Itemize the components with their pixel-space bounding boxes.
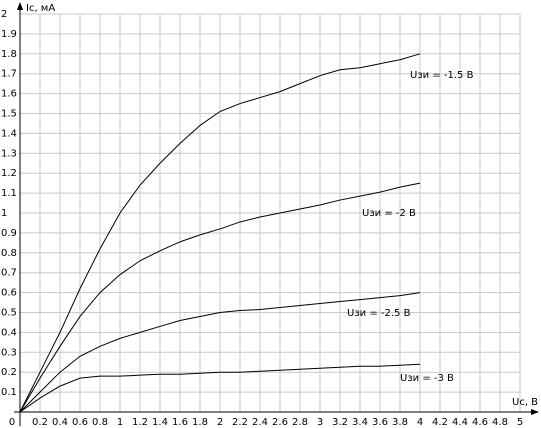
y-tick-label: 1.5 <box>1 109 17 120</box>
y-tick-label: 0.8 <box>1 248 17 259</box>
y-tick-label: 0.7 <box>1 268 17 279</box>
y-arrow <box>17 2 23 10</box>
x-tick-label: 0 <box>9 417 15 428</box>
series-label: Uзи = -2.5 B <box>347 308 411 319</box>
y-tick-label: 0.5 <box>1 308 17 319</box>
series-line <box>19 182 421 413</box>
series-label: Uзи = -3 B <box>400 373 454 384</box>
x-tick-label: 2 <box>217 417 223 428</box>
y-tick-label: 0.2 <box>1 367 17 378</box>
y-tick-label: 1.1 <box>1 188 17 199</box>
y-axis-label: Ic, мА <box>26 3 55 14</box>
y-tick-label: 0.9 <box>1 228 17 239</box>
x-tick-label: 2.8 <box>292 417 308 428</box>
series-label: Uзи = -2 B <box>362 208 416 219</box>
y-tick-label: 1.6 <box>1 89 17 100</box>
y-tick-label: 1.9 <box>1 29 17 40</box>
y-tick-label: 1.4 <box>1 128 17 139</box>
x-tick-label: 3.4 <box>352 417 368 428</box>
series-line <box>19 363 421 413</box>
series-line <box>19 53 421 413</box>
x-tick-label: 3.2 <box>332 417 348 428</box>
x-tick-label: 0.6 <box>72 417 88 428</box>
x-tick-label: 4 <box>417 417 423 428</box>
y-tick-label: 1.3 <box>1 148 17 159</box>
y-tick-label: 0.4 <box>1 327 17 338</box>
x-tick-label: 1.2 <box>132 417 148 428</box>
series-label: Uзи = -1.5 B <box>410 70 474 81</box>
x-tick-label: 1 <box>117 417 123 428</box>
x-tick-label: 1.6 <box>172 417 188 428</box>
series-line <box>19 292 421 413</box>
x-tick-label: 2.2 <box>232 417 248 428</box>
x-tick-label: 4.8 <box>492 417 508 428</box>
y-tick-label: 1.2 <box>1 168 17 179</box>
x-tick-label: 4.2 <box>432 417 448 428</box>
y-tick-label: 2 <box>1 9 7 20</box>
x-tick-label: 2.6 <box>272 417 288 428</box>
y-tick-label: 1 <box>1 208 7 219</box>
x-axis-label: Uc, B <box>512 397 538 408</box>
y-tick-label: 0.1 <box>1 387 17 398</box>
x-tick-label: 1.4 <box>152 417 168 428</box>
x-tick-label: 0.8 <box>92 417 108 428</box>
x-tick-label: 0.4 <box>52 417 68 428</box>
x-tick-label: 3 <box>317 417 323 428</box>
y-tick-label: 0.3 <box>1 347 17 358</box>
y-tick-label: 1.8 <box>1 49 17 60</box>
x-tick-label: 4.6 <box>472 417 488 428</box>
x-tick-label: 5 <box>517 417 523 428</box>
y-tick-label: 1.7 <box>1 69 17 80</box>
y-tick-label: 0.6 <box>1 288 17 299</box>
x-tick-label: 3.6 <box>372 417 388 428</box>
x-arrow <box>531 409 539 415</box>
x-tick-label: 1.8 <box>192 417 208 428</box>
x-tick-label: 3.8 <box>392 417 408 428</box>
x-tick-label: 2.4 <box>252 417 268 428</box>
x-tick-label: 4.4 <box>452 417 468 428</box>
x-tick-label: 0.2 <box>32 417 48 428</box>
